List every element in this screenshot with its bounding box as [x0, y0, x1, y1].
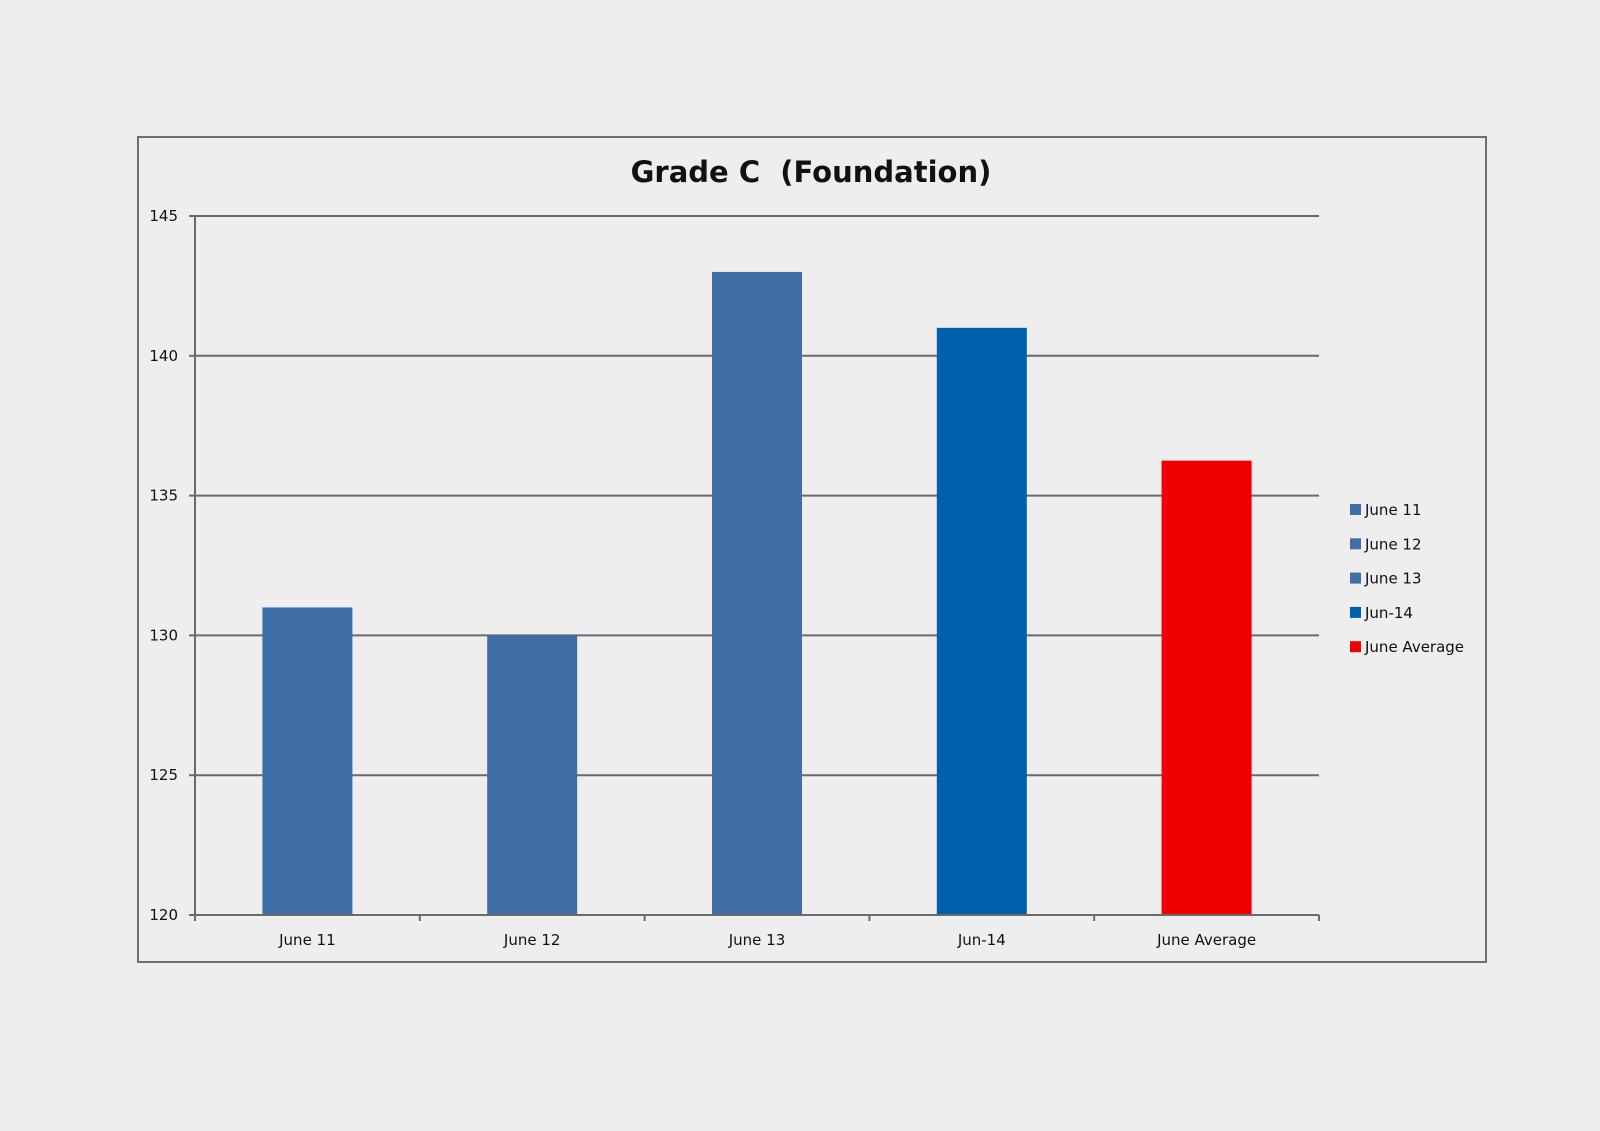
bar	[712, 271, 802, 915]
y-axis-tick-labels: 120 125 130 135 140 145	[149, 207, 178, 924]
chart-title: Grade C (Foundation)	[631, 155, 992, 189]
x-tick-label: June 13	[728, 931, 786, 949]
legend-label: June Average	[1364, 638, 1464, 656]
legend-swatch	[1350, 572, 1361, 584]
x-tick-label: Jun-14	[957, 931, 1006, 949]
legend-swatch	[1350, 606, 1361, 618]
y-tick-label: 125	[149, 766, 178, 784]
y-tick-label: 120	[149, 906, 178, 924]
x-tick-label: June Average	[1156, 931, 1256, 949]
bars	[262, 271, 1252, 916]
legend-label: June 11	[1364, 501, 1422, 519]
x-tick-label: June 11	[278, 931, 336, 949]
legend-label: Jun-14	[1364, 604, 1413, 622]
bar	[1161, 460, 1252, 915]
legend-label: June 13	[1364, 570, 1422, 588]
y-tick-label: 130	[149, 626, 178, 644]
legend: June 11 June 12 June 13 Jun-14 June Average	[1350, 501, 1464, 656]
legend-label: June 12	[1364, 535, 1422, 553]
y-tick-label: 140	[149, 347, 178, 365]
bar	[487, 635, 578, 915]
legend-swatch	[1350, 538, 1361, 550]
bar	[936, 327, 1027, 916]
legend-swatch	[1350, 641, 1361, 653]
x-tick-label: June 12	[503, 931, 561, 949]
y-tick-label: 145	[149, 207, 178, 225]
bar	[262, 607, 353, 915]
x-axis-tick-labels: June 11 June 12 June 13 Jun-14 June Average	[278, 931, 1256, 949]
chart-frame	[137, 136, 1487, 963]
y-tick-label: 135	[149, 487, 178, 505]
legend-swatch	[1350, 504, 1361, 515]
axes	[189, 215, 1320, 921]
